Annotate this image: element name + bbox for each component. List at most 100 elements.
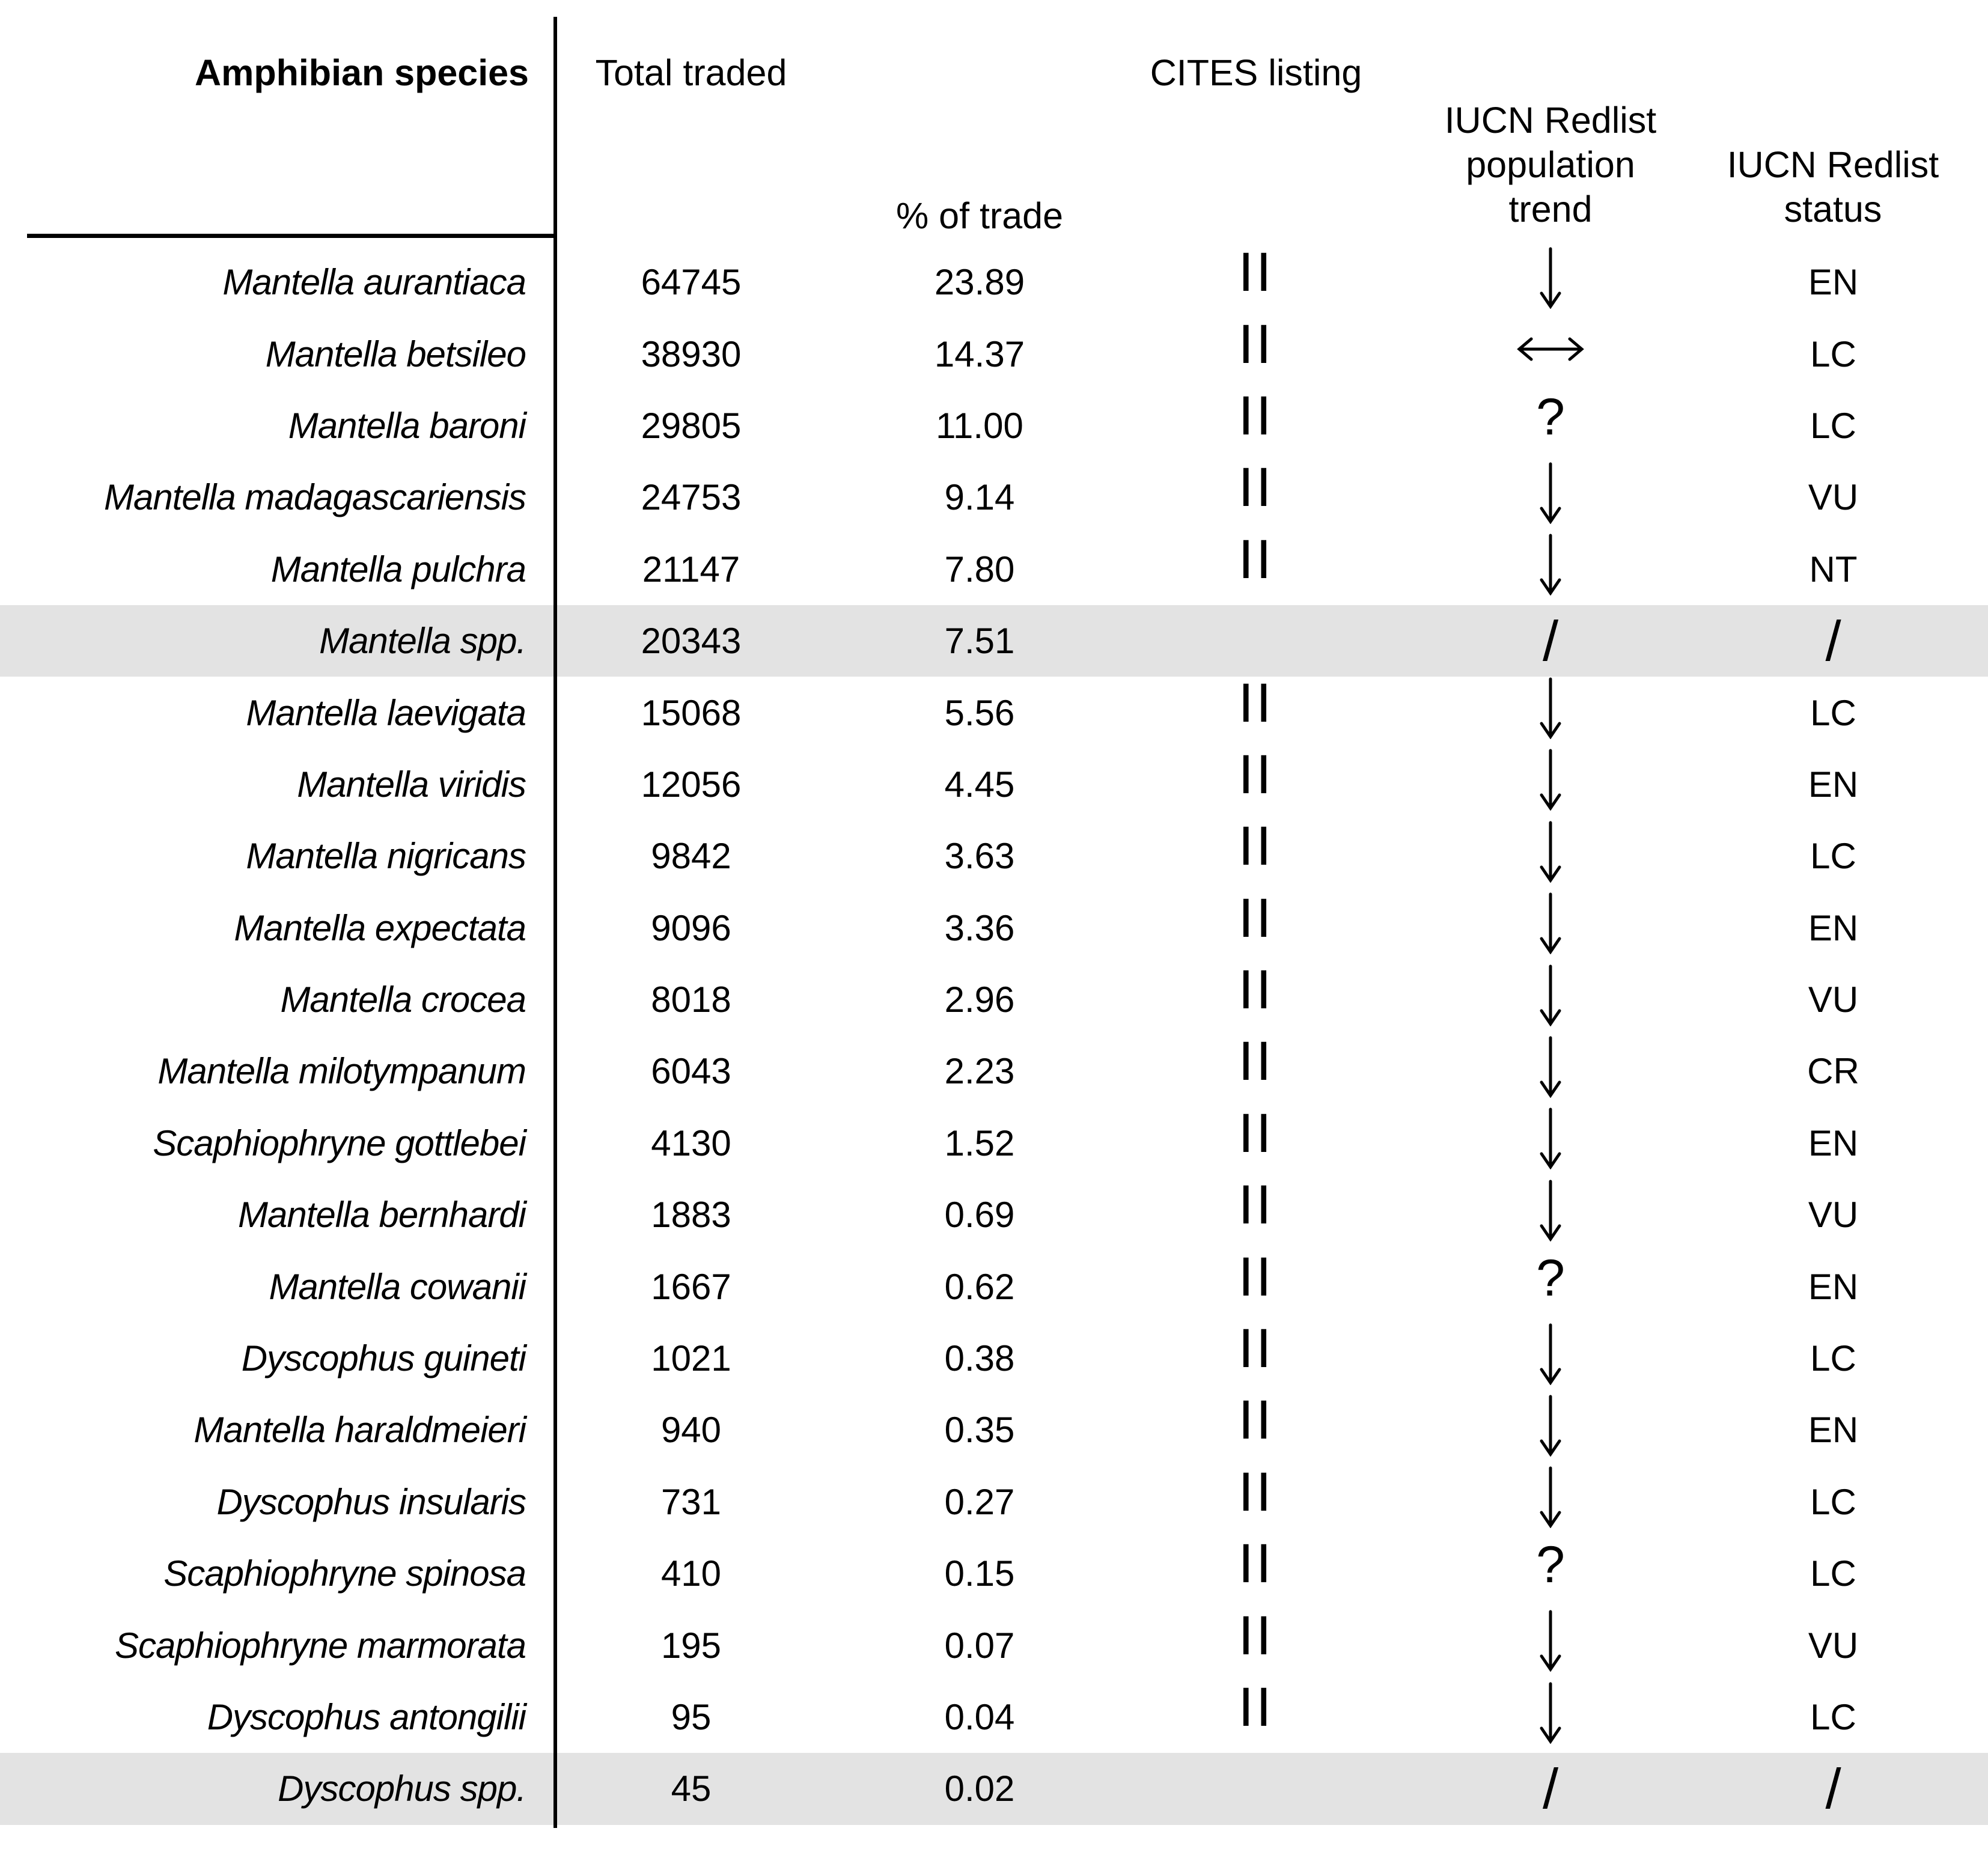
status-value: CR [1807,1051,1859,1092]
total-traded-value: 15068 [641,692,742,733]
cites-listing-value: II [1133,959,1379,1035]
trend-not-applicable-mark: / [1542,609,1559,672]
table-row: Mantella bernhardi 1883 0.69 II VU [0,1174,1988,1250]
cites-appendix-ii-mark: II [1238,1461,1274,1523]
total-traded-value: 1883 [651,1195,731,1235]
pct-of-trade-value: 2.23 [944,1051,1015,1092]
table-row: Dyscophus spp. 45 0.02 / / [0,1753,1988,1825]
table-row: Mantella madagascariensis 24753 9.14 II … [0,457,1988,533]
table-row: Mantella betsileo 38930 14.37 II LC [0,314,1988,389]
total-traded-value: 195 [660,1625,722,1666]
column-divider-line [553,17,557,1828]
cites-listing-value: II [1133,1605,1379,1681]
cites-appendix-ii-mark: II [1238,815,1274,877]
table-row: Mantella viridis 12056 4.45 II EN [0,744,1988,820]
species-name: Mantella betsileo [265,334,526,374]
table-row: Dyscophus guineti 1021 0.38 II LC [0,1318,1988,1394]
status-value: LC [1810,836,1856,877]
species-name: Mantella spp. [319,621,526,662]
trend-decreasing-arrow-icon [1540,677,1561,740]
species-name: Mantella expectata [234,907,526,948]
trend-cell [1379,1323,1722,1394]
species-name: Scaphiophryne marmorata [114,1625,526,1666]
pct-of-trade-value: 5.56 [944,692,1015,733]
cites-appendix-ii-mark: II [1238,1246,1274,1308]
species-header-underline [27,234,557,238]
status-value: LC [1810,1697,1856,1737]
trend-decreasing-arrow-icon [1540,964,1561,1026]
total-traded-value: 21147 [642,549,740,589]
cites-listing-value [1133,1753,1379,1824]
pct-of-trade-value: 0.27 [944,1481,1015,1522]
cites-listing-value: II [1133,815,1379,892]
pct-of-trade-value: 4.45 [944,764,1015,805]
species-name: Dyscophus spp. [278,1768,526,1809]
cites-appendix-ii-mark: II [1238,313,1274,375]
species-name: Mantella laevigata [246,692,526,733]
species-name: Mantella milotympanum [157,1051,526,1092]
trend-cell: ? [1379,1536,1722,1609]
status-value: / [1825,1756,1841,1820]
status-value: VU [1808,477,1859,518]
trend-decreasing-arrow-icon [1540,1610,1561,1672]
trend-cell: / [1379,1753,1722,1824]
cites-appendix-ii-mark: II [1238,959,1274,1021]
header-line: trend [1508,189,1593,230]
pct-of-trade-value: 0.35 [944,1410,1015,1451]
trend-cell [1379,1107,1722,1179]
pct-of-trade-value: 0.02 [944,1768,1015,1809]
pct-of-trade-value: 11.00 [936,405,1023,446]
total-traded-value: 410 [660,1553,722,1594]
trend-cell [1379,1179,1722,1250]
total-traded-value: 29805 [641,405,742,446]
trend-decreasing-arrow-icon [1540,1682,1561,1744]
pct-of-trade-value: 0.07 [944,1625,1015,1666]
species-name: Mantella crocea [280,979,526,1020]
total-traded-value: 64745 [641,262,742,303]
species-name: Mantella nigricans [246,836,526,877]
total-traded-value: 20343 [641,621,742,662]
table-row: Mantella expectata 9096 3.36 II EN [0,888,1988,964]
pct-of-trade-value: 0.15 [944,1553,1015,1594]
cites-appendix-ii-mark: II [1238,1389,1274,1451]
pct-of-trade-value: 0.69 [944,1195,1015,1235]
cites-appendix-ii-mark: II [1238,1174,1274,1236]
pct-of-trade-value: 3.36 [944,907,1015,948]
total-traded-value: 38930 [641,334,742,374]
status-value: EN [1808,907,1859,948]
table-row: Scaphiophryne spinosa 410 0.15 II ? LC [0,1533,1988,1609]
trend-stable-arrow-icon [1517,337,1584,361]
status-value: VU [1808,1195,1859,1235]
table-row: Mantella nigricans 9842 3.63 II LC [0,815,1988,892]
trend-unknown-mark: ? [1536,388,1565,446]
status-value: LC [1810,405,1856,446]
species-name: Mantella baroni [288,405,526,446]
pct-of-trade-value: 0.38 [944,1338,1015,1379]
cites-listing-value: II [1133,1533,1379,1609]
trend-cell [1379,892,1722,964]
cites-listing-value: II [1133,672,1379,748]
species-name: Dyscophus antongilii [207,1697,526,1737]
total-traded-value: 6043 [651,1051,731,1092]
pct-of-trade-value: 7.80 [944,549,1015,589]
cites-appendix-ii-mark: II [1238,1533,1274,1595]
total-traded-value: 24753 [641,477,742,518]
pct-of-trade-value: 7.51 [944,621,1015,662]
cites-appendix-ii-mark: II [1238,457,1274,519]
pct-of-trade-value: 3.63 [944,836,1015,877]
total-traded-value: 940 [660,1410,722,1451]
trend-cell [1379,534,1722,605]
status-value: VU [1808,1625,1859,1666]
trend-decreasing-arrow-icon [1540,534,1561,596]
trend-cell: / [1379,605,1722,677]
cites-listing-value: II [1133,1103,1379,1179]
total-traded-value: 4130 [651,1122,731,1163]
trend-not-applicable-mark: / [1542,1756,1559,1820]
trend-decreasing-arrow-icon [1540,1180,1561,1241]
cites-listing-value: II [1133,888,1379,964]
cites-listing-value: II [1133,457,1379,533]
status-value: LC [1810,1553,1856,1594]
column-header-total-traded: Total traded [595,52,787,93]
status-value: LC [1810,1338,1856,1379]
